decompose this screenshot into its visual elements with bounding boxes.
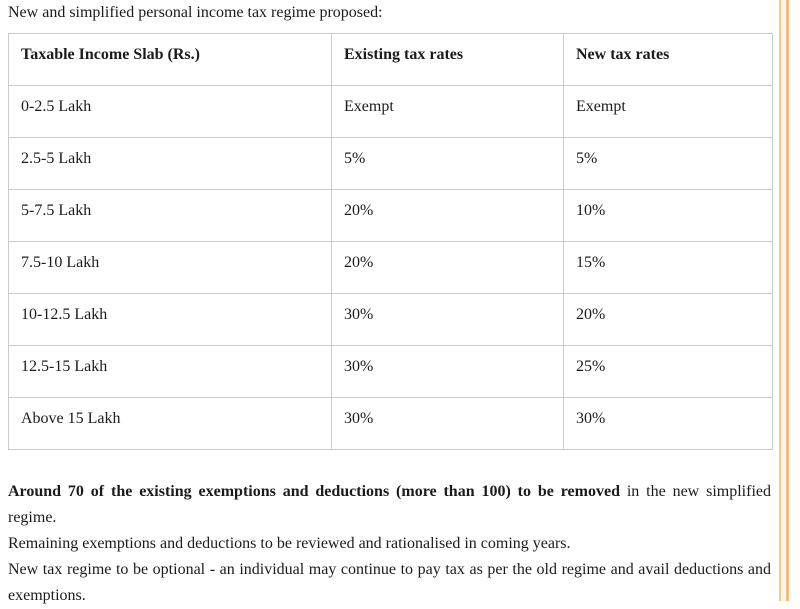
note-exemptions-removed-bold: Around 70 of the existing exemptions and… bbox=[8, 483, 620, 500]
table-header-existing-rates: Existing tax rates bbox=[331, 33, 564, 86]
table-cell-new-rate: 15% bbox=[563, 241, 773, 294]
table-row: 2.5-5 Lakh 5% 5% bbox=[8, 137, 773, 190]
note-optional-regime: New tax regime to be optional - an indiv… bbox=[8, 561, 771, 604]
table-cell-slab: Above 15 Lakh bbox=[8, 397, 332, 450]
table-cell-new-rate: Exempt bbox=[563, 85, 773, 138]
table-cell-existing-rate: Exempt bbox=[331, 85, 564, 138]
table-cell-slab: 5-7.5 Lakh bbox=[8, 189, 332, 242]
note-exemptions-removed-rest: in the new simplified regime. bbox=[8, 483, 771, 526]
table-cell-existing-rate: 20% bbox=[331, 241, 564, 294]
table-cell-existing-rate: 5% bbox=[331, 137, 564, 190]
table-cell-new-rate: 25% bbox=[563, 345, 773, 398]
table-cell-existing-rate: 20% bbox=[331, 189, 564, 242]
right-edge-highlight-strip bbox=[779, 0, 789, 601]
tax-rates-table: Taxable Income Slab (Rs.) Existing tax r… bbox=[8, 33, 773, 450]
table-row: 12.5-15 Lakh 30% 25% bbox=[8, 345, 773, 398]
table-cell-slab: 7.5-10 Lakh bbox=[8, 241, 332, 294]
table-row: 5-7.5 Lakh 20% 10% bbox=[8, 189, 773, 242]
table-cell-slab: 2.5-5 Lakh bbox=[8, 137, 332, 190]
table-header-slab: Taxable Income Slab (Rs.) bbox=[8, 33, 332, 86]
table-cell-slab: 10-12.5 Lakh bbox=[8, 293, 332, 346]
table-cell-existing-rate: 30% bbox=[331, 397, 564, 450]
table-cell-new-rate: 30% bbox=[563, 397, 773, 450]
note-remaining-exemptions: Remaining exemptions and deductions to b… bbox=[8, 535, 571, 552]
table-cell-slab: 12.5-15 Lakh bbox=[8, 345, 332, 398]
table-row: 7.5-10 Lakh 20% 15% bbox=[8, 241, 773, 294]
table-cell-existing-rate: 30% bbox=[331, 345, 564, 398]
table-cell-new-rate: 10% bbox=[563, 189, 773, 242]
table-row: 0-2.5 Lakh Exempt Exempt bbox=[8, 85, 773, 138]
table-header-row: Taxable Income Slab (Rs.) Existing tax r… bbox=[8, 33, 773, 86]
table-cell-existing-rate: 30% bbox=[331, 293, 564, 346]
note-exemptions-removed: Around 70 of the existing exemptions and… bbox=[8, 479, 771, 531]
table-cell-slab: 0-2.5 Lakh bbox=[8, 85, 332, 138]
table-cell-new-rate: 5% bbox=[563, 137, 773, 190]
table-cell-new-rate: 20% bbox=[563, 293, 773, 346]
table-row: 10-12.5 Lakh 30% 20% bbox=[8, 293, 773, 346]
table-header-new-rates: New tax rates bbox=[563, 33, 773, 86]
page-title: New and simplified personal income tax r… bbox=[8, 4, 383, 21]
table-row: Above 15 Lakh 30% 30% bbox=[8, 397, 773, 450]
notes-section: Around 70 of the existing exemptions and… bbox=[8, 479, 771, 609]
